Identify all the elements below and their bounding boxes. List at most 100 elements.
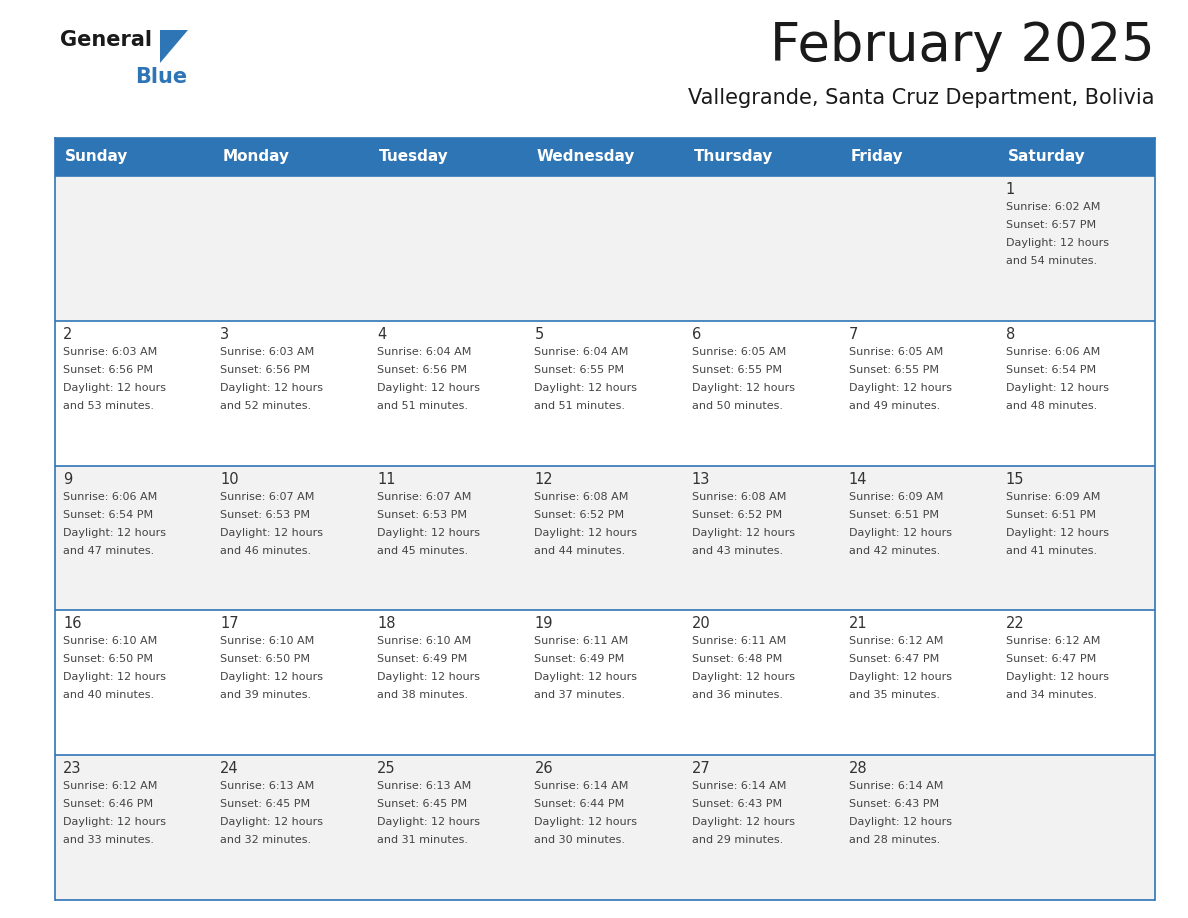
- Text: and 44 minutes.: and 44 minutes.: [535, 545, 626, 555]
- Text: 22: 22: [1006, 616, 1024, 632]
- Text: Sunrise: 6:10 AM: Sunrise: 6:10 AM: [378, 636, 472, 646]
- Text: and 42 minutes.: and 42 minutes.: [848, 545, 940, 555]
- Text: Sunrise: 6:12 AM: Sunrise: 6:12 AM: [63, 781, 157, 791]
- Text: Sunrise: 6:09 AM: Sunrise: 6:09 AM: [848, 492, 943, 501]
- Bar: [526, 320, 683, 465]
- Bar: [841, 320, 998, 465]
- Text: 27: 27: [691, 761, 710, 777]
- Text: Sunset: 6:55 PM: Sunset: 6:55 PM: [535, 364, 625, 375]
- Text: Sunrise: 6:13 AM: Sunrise: 6:13 AM: [220, 781, 315, 791]
- Text: and 51 minutes.: and 51 minutes.: [378, 401, 468, 410]
- Text: 6: 6: [691, 327, 701, 341]
- Text: Sunset: 6:48 PM: Sunset: 6:48 PM: [691, 655, 782, 665]
- Text: Blue: Blue: [135, 67, 188, 87]
- Text: Sunrise: 6:12 AM: Sunrise: 6:12 AM: [848, 636, 943, 646]
- Text: Sunset: 6:53 PM: Sunset: 6:53 PM: [220, 509, 310, 520]
- Bar: [683, 465, 841, 610]
- Text: Sunrise: 6:06 AM: Sunrise: 6:06 AM: [63, 492, 157, 501]
- Text: February 2025: February 2025: [770, 20, 1155, 72]
- Text: 7: 7: [848, 327, 858, 341]
- Text: Daylight: 12 hours: Daylight: 12 hours: [63, 672, 166, 682]
- Bar: [683, 756, 841, 900]
- Bar: [841, 465, 998, 610]
- Bar: [55, 138, 213, 176]
- Text: and 30 minutes.: and 30 minutes.: [535, 835, 625, 845]
- Text: Daylight: 12 hours: Daylight: 12 hours: [63, 817, 166, 827]
- Text: Sunset: 6:47 PM: Sunset: 6:47 PM: [848, 655, 939, 665]
- Text: Sunset: 6:51 PM: Sunset: 6:51 PM: [848, 509, 939, 520]
- Text: and 39 minutes.: and 39 minutes.: [220, 690, 311, 700]
- Text: and 41 minutes.: and 41 minutes.: [1006, 545, 1097, 555]
- Text: Sunset: 6:46 PM: Sunset: 6:46 PM: [63, 800, 153, 809]
- Text: Daylight: 12 hours: Daylight: 12 hours: [63, 528, 166, 538]
- Text: Sunrise: 6:04 AM: Sunrise: 6:04 AM: [378, 347, 472, 357]
- Text: Sunrise: 6:13 AM: Sunrise: 6:13 AM: [378, 781, 472, 791]
- Text: Sunset: 6:54 PM: Sunset: 6:54 PM: [1006, 364, 1097, 375]
- Text: Sunday: Sunday: [65, 150, 128, 164]
- Bar: [526, 138, 683, 176]
- Text: Daylight: 12 hours: Daylight: 12 hours: [535, 528, 638, 538]
- Bar: [213, 176, 369, 320]
- Bar: [998, 610, 1155, 756]
- Text: Wednesday: Wednesday: [537, 150, 634, 164]
- Text: 16: 16: [63, 616, 82, 632]
- Text: and 49 minutes.: and 49 minutes.: [848, 401, 940, 410]
- Text: 17: 17: [220, 616, 239, 632]
- Text: Daylight: 12 hours: Daylight: 12 hours: [378, 817, 480, 827]
- Text: Daylight: 12 hours: Daylight: 12 hours: [535, 817, 638, 827]
- Bar: [369, 176, 526, 320]
- Text: Daylight: 12 hours: Daylight: 12 hours: [691, 383, 795, 393]
- Text: Sunrise: 6:07 AM: Sunrise: 6:07 AM: [220, 492, 315, 501]
- Text: Sunset: 6:45 PM: Sunset: 6:45 PM: [378, 800, 467, 809]
- Text: and 35 minutes.: and 35 minutes.: [848, 690, 940, 700]
- Text: Daylight: 12 hours: Daylight: 12 hours: [1006, 383, 1108, 393]
- Bar: [683, 610, 841, 756]
- Text: Daylight: 12 hours: Daylight: 12 hours: [378, 383, 480, 393]
- Text: Daylight: 12 hours: Daylight: 12 hours: [220, 672, 323, 682]
- Text: Thursday: Thursday: [694, 150, 773, 164]
- Text: 11: 11: [378, 472, 396, 487]
- Text: 1: 1: [1006, 182, 1015, 197]
- Text: and 51 minutes.: and 51 minutes.: [535, 401, 625, 410]
- Text: Sunset: 6:51 PM: Sunset: 6:51 PM: [1006, 509, 1095, 520]
- Bar: [55, 465, 213, 610]
- Text: 13: 13: [691, 472, 710, 487]
- Text: Sunrise: 6:04 AM: Sunrise: 6:04 AM: [535, 347, 628, 357]
- Bar: [998, 320, 1155, 465]
- Text: Sunrise: 6:03 AM: Sunrise: 6:03 AM: [63, 347, 157, 357]
- Bar: [369, 756, 526, 900]
- Text: 23: 23: [63, 761, 82, 777]
- Text: 25: 25: [378, 761, 396, 777]
- Bar: [841, 756, 998, 900]
- Bar: [998, 176, 1155, 320]
- Text: and 31 minutes.: and 31 minutes.: [378, 835, 468, 845]
- Bar: [369, 138, 526, 176]
- Text: Daylight: 12 hours: Daylight: 12 hours: [691, 817, 795, 827]
- Text: Sunset: 6:52 PM: Sunset: 6:52 PM: [535, 509, 625, 520]
- Text: Daylight: 12 hours: Daylight: 12 hours: [378, 528, 480, 538]
- Text: and 28 minutes.: and 28 minutes.: [848, 835, 940, 845]
- Bar: [841, 176, 998, 320]
- Text: Sunset: 6:54 PM: Sunset: 6:54 PM: [63, 509, 153, 520]
- Text: 5: 5: [535, 327, 544, 341]
- Bar: [683, 320, 841, 465]
- Text: Sunrise: 6:14 AM: Sunrise: 6:14 AM: [535, 781, 628, 791]
- Text: Sunrise: 6:14 AM: Sunrise: 6:14 AM: [691, 781, 786, 791]
- Text: 26: 26: [535, 761, 554, 777]
- Text: 10: 10: [220, 472, 239, 487]
- Text: Sunset: 6:50 PM: Sunset: 6:50 PM: [63, 655, 153, 665]
- Text: Sunset: 6:56 PM: Sunset: 6:56 PM: [378, 364, 467, 375]
- Bar: [526, 176, 683, 320]
- Text: Daylight: 12 hours: Daylight: 12 hours: [848, 672, 952, 682]
- Text: Friday: Friday: [851, 150, 903, 164]
- Text: 18: 18: [378, 616, 396, 632]
- Text: 15: 15: [1006, 472, 1024, 487]
- Text: and 54 minutes.: and 54 minutes.: [1006, 256, 1097, 266]
- Text: 2: 2: [63, 327, 72, 341]
- Text: Daylight: 12 hours: Daylight: 12 hours: [848, 528, 952, 538]
- Text: Sunset: 6:53 PM: Sunset: 6:53 PM: [378, 509, 467, 520]
- Text: Sunset: 6:43 PM: Sunset: 6:43 PM: [691, 800, 782, 809]
- Text: and 34 minutes.: and 34 minutes.: [1006, 690, 1097, 700]
- Text: 14: 14: [848, 472, 867, 487]
- Text: 4: 4: [378, 327, 386, 341]
